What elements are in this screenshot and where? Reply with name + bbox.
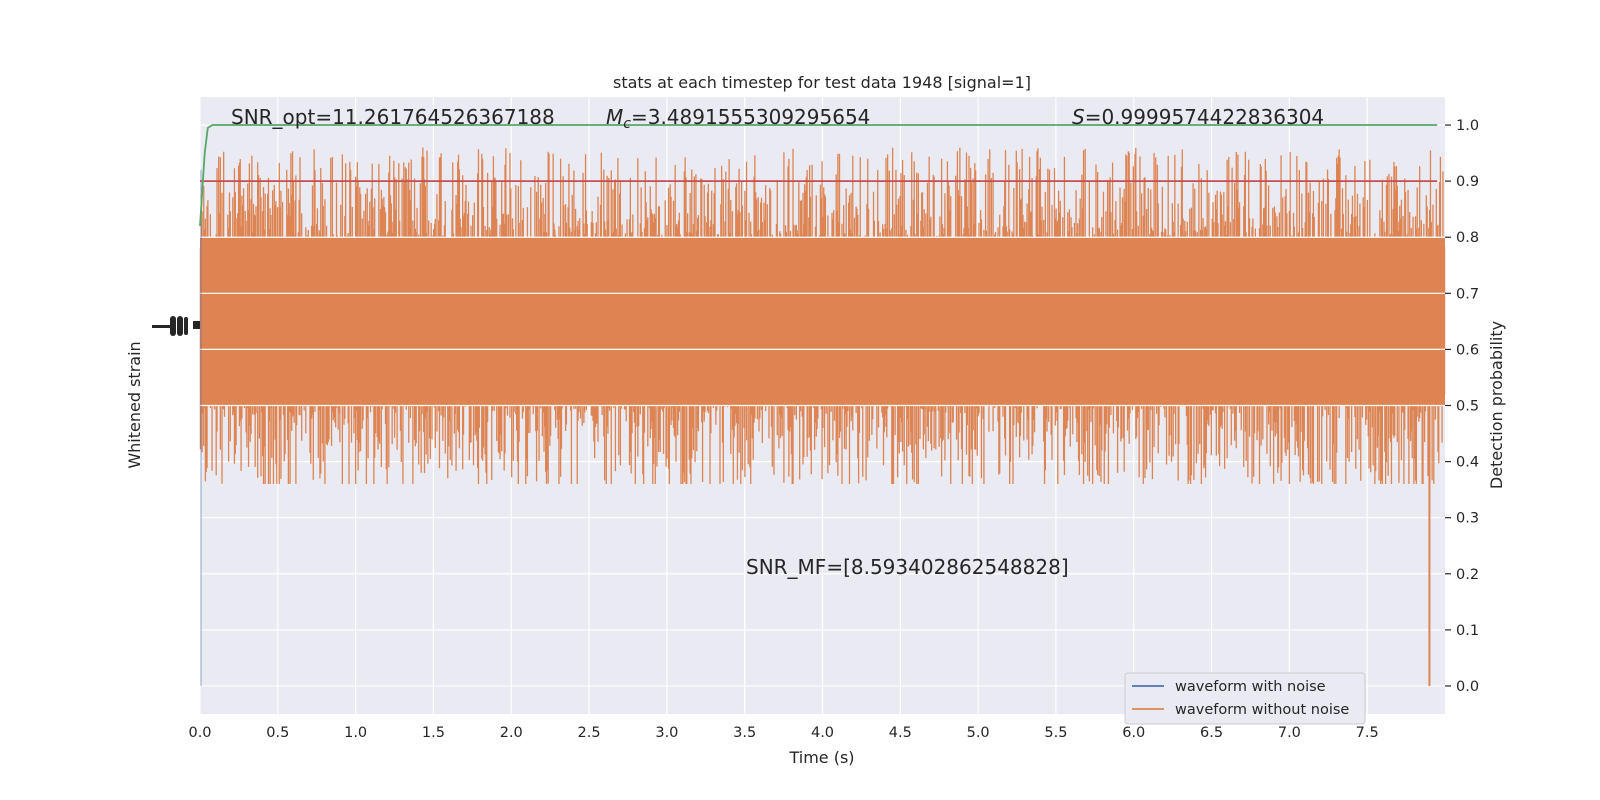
y-tick-label: 0.7 bbox=[1456, 286, 1479, 302]
y-tick-label: 0.0 bbox=[1456, 679, 1479, 695]
x-axis-ticks: 0.0 0.5 1.0 1.5 2.0 2.5 3.0 3.5 4.0 4.5 5.0 5.5 6.0 6… bbox=[188, 725, 1378, 741]
score-annotation: S=0.9999574422836304 bbox=[1072, 105, 1324, 129]
x-tick-label: 7.0 bbox=[1278, 725, 1301, 741]
waveform-without-noise-series bbox=[199, 147, 1446, 686]
detection-probability-line bbox=[199, 124, 1438, 227]
x-tick-label: 4.0 bbox=[811, 725, 834, 741]
x-tick-label: 6.5 bbox=[1200, 725, 1223, 741]
y-tick-label: 0.5 bbox=[1456, 399, 1479, 415]
x-tick-label: 2.5 bbox=[578, 725, 601, 741]
legend-entry-without-noise: waveform without noise bbox=[1175, 702, 1349, 718]
legend-box bbox=[1124, 672, 1366, 725]
left-axis-label: Whitened strain bbox=[125, 341, 144, 468]
x-tick-label: 4.5 bbox=[889, 725, 912, 741]
x-tick-label: 5.0 bbox=[967, 725, 990, 741]
right-axis-ticks: 0.0 0.1 0.2 0.3 0.4 0.5 0.6 0.7 0.8 0.9 1.0 bbox=[1445, 118, 1479, 695]
x-tick-label: 1.5 bbox=[422, 725, 445, 741]
x-tick-label: 5.5 bbox=[1044, 725, 1067, 741]
x-tick-label: 6.0 bbox=[1122, 725, 1145, 741]
snr-mf-annotation: SNR_MF=[8.593402862548828] bbox=[746, 555, 1069, 579]
x-tick-label: 3.5 bbox=[733, 725, 756, 741]
chirp-mass-symbol: M bbox=[606, 105, 623, 129]
snr-opt-annotation: SNR_opt=11.261764526367188 bbox=[231, 105, 555, 129]
y-tick-label: 1.0 bbox=[1456, 118, 1479, 134]
y-tick-label: 0.9 bbox=[1456, 174, 1479, 190]
chart-title: stats at each timestep for test data 194… bbox=[613, 73, 1031, 92]
legend-entry-with-noise: waveform with noise bbox=[1175, 679, 1326, 695]
score-symbol: S bbox=[1072, 105, 1085, 129]
y-tick-label: 0.8 bbox=[1456, 230, 1479, 246]
x-tick-label: 0.0 bbox=[188, 725, 211, 741]
detection-probability-series bbox=[199, 124, 1438, 227]
y-tick-label: 0.1 bbox=[1456, 623, 1479, 639]
y-tick-label: 0.4 bbox=[1456, 455, 1479, 471]
left-axis-ticks bbox=[152, 316, 200, 336]
y-tick-label: 0.6 bbox=[1456, 342, 1479, 358]
legend: waveform with noise waveform without noi… bbox=[1124, 672, 1366, 725]
y-tick-label: 0.2 bbox=[1456, 567, 1479, 583]
x-tick-label: 2.0 bbox=[500, 725, 523, 741]
x-tick-label: 0.5 bbox=[266, 725, 289, 741]
right-axis-label: Detection probability bbox=[1487, 321, 1506, 489]
y-tick-label: 0.3 bbox=[1456, 511, 1479, 527]
x-tick-label: 7.5 bbox=[1356, 725, 1379, 741]
x-tick-label: 3.0 bbox=[655, 725, 678, 741]
chirp-mass-annotation: Mc=3.4891555309295654 bbox=[606, 105, 870, 132]
chirp-mass-value: =3.4891555309295654 bbox=[631, 105, 870, 129]
x-axis-label: Time (s) bbox=[788, 748, 854, 767]
x-tick-label: 1.0 bbox=[344, 725, 367, 741]
waveform-core bbox=[200, 237, 1445, 406]
score-value: =0.9999574422836304 bbox=[1085, 105, 1324, 129]
chirp-mass-subscript: c bbox=[623, 116, 631, 132]
